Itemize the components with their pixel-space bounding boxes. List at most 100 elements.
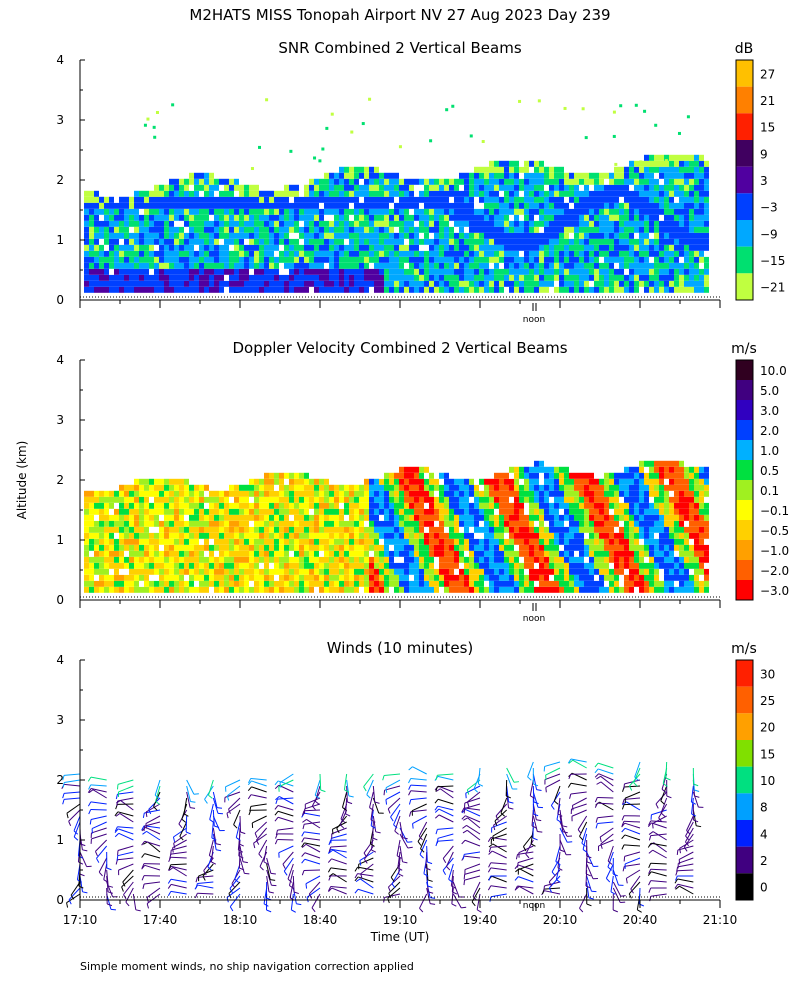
doppler-cell bbox=[669, 580, 674, 587]
snr-cell bbox=[354, 274, 359, 281]
doppler-cell bbox=[664, 568, 669, 575]
snr-cell bbox=[284, 208, 289, 215]
doppler-cell bbox=[384, 526, 389, 533]
doppler-cell bbox=[589, 574, 594, 581]
snr-cell bbox=[314, 178, 319, 185]
doppler-cell bbox=[229, 586, 234, 593]
doppler-cell bbox=[629, 538, 634, 545]
doppler-cell bbox=[589, 472, 594, 479]
snr-cell bbox=[154, 226, 159, 233]
snr-cell bbox=[94, 238, 99, 245]
snr-cell bbox=[194, 244, 199, 251]
snr-cell bbox=[359, 256, 364, 263]
snr-cell bbox=[139, 274, 144, 281]
snr-cell bbox=[554, 172, 559, 179]
snr-cell bbox=[239, 250, 244, 257]
snr-cell bbox=[679, 220, 684, 227]
snr-cell bbox=[239, 232, 244, 239]
doppler-cell bbox=[99, 580, 104, 587]
doppler-cell bbox=[184, 568, 189, 575]
snr-cell bbox=[164, 286, 169, 293]
doppler-cell bbox=[239, 508, 244, 515]
snr-cell bbox=[464, 268, 469, 275]
doppler-cell bbox=[289, 496, 294, 503]
doppler-cell bbox=[199, 484, 204, 491]
snr-cell bbox=[254, 214, 259, 221]
snr-cell bbox=[609, 268, 614, 275]
snr-cell bbox=[659, 268, 664, 275]
doppler-cell bbox=[94, 574, 99, 581]
snr-cell bbox=[499, 256, 504, 263]
snr-cell bbox=[504, 280, 509, 287]
snr-cell bbox=[209, 184, 214, 191]
doppler-cell bbox=[274, 496, 279, 503]
snr-cell bbox=[539, 166, 544, 173]
snr-cell bbox=[699, 244, 704, 251]
doppler-cell bbox=[154, 532, 159, 539]
doppler-cell bbox=[449, 508, 454, 515]
doppler-cell bbox=[299, 568, 304, 575]
snr-cell bbox=[424, 196, 429, 203]
snr-cell bbox=[514, 262, 519, 269]
doppler-cell bbox=[184, 514, 189, 521]
snr-cell bbox=[409, 280, 414, 287]
snr-cell bbox=[549, 226, 554, 233]
snr-cell bbox=[369, 214, 374, 221]
snr-cell bbox=[394, 220, 399, 227]
doppler-cell bbox=[209, 490, 214, 497]
doppler-cell bbox=[329, 484, 334, 491]
snr-cell bbox=[554, 244, 559, 251]
doppler-cell bbox=[414, 514, 419, 521]
doppler-cell bbox=[549, 544, 554, 551]
snr-cell bbox=[634, 202, 639, 209]
snr-cell bbox=[309, 190, 314, 197]
doppler-cell bbox=[234, 586, 239, 593]
doppler-cell bbox=[359, 514, 364, 521]
snr-cell bbox=[94, 190, 99, 197]
doppler-cell bbox=[384, 580, 389, 587]
doppler-cell bbox=[279, 532, 284, 539]
doppler-cell bbox=[479, 568, 484, 575]
doppler-cell bbox=[574, 514, 579, 521]
doppler-cell bbox=[204, 502, 209, 509]
snr-cell bbox=[359, 238, 364, 245]
snr-cell bbox=[469, 190, 474, 197]
doppler-cell bbox=[284, 580, 289, 587]
doppler-cell bbox=[469, 568, 474, 575]
snr-cell bbox=[279, 286, 284, 293]
doppler-cell bbox=[189, 538, 194, 545]
doppler-cell bbox=[364, 574, 369, 581]
doppler-cell bbox=[284, 544, 289, 551]
snr-cell bbox=[649, 262, 654, 269]
snr-cell bbox=[274, 196, 279, 203]
doppler-cell bbox=[429, 532, 434, 539]
snr-cell bbox=[229, 238, 234, 245]
doppler-cell bbox=[174, 556, 179, 563]
doppler-cell bbox=[399, 484, 404, 491]
snr-cell bbox=[549, 268, 554, 275]
snr-cell bbox=[669, 154, 674, 161]
doppler-cell bbox=[499, 484, 504, 491]
doppler-cell bbox=[384, 556, 389, 563]
snr-cell bbox=[424, 256, 429, 263]
snr-cell bbox=[324, 238, 329, 245]
doppler-cell bbox=[694, 574, 699, 581]
snr-cell bbox=[699, 190, 704, 197]
snr-cell bbox=[159, 268, 164, 275]
snr-colorbar-unit: dB bbox=[735, 41, 754, 57]
snr-cell bbox=[554, 268, 559, 275]
snr-cell bbox=[619, 280, 624, 287]
doppler-cell bbox=[604, 502, 609, 509]
doppler-cell bbox=[654, 568, 659, 575]
doppler-cell bbox=[509, 472, 514, 479]
doppler-cell bbox=[154, 562, 159, 569]
snr-cell bbox=[224, 184, 229, 191]
snr-cell bbox=[279, 214, 284, 221]
doppler-cell bbox=[194, 568, 199, 575]
doppler-cell bbox=[519, 568, 524, 575]
doppler-cell bbox=[614, 520, 619, 527]
snr-cell bbox=[669, 178, 674, 185]
snr-cell bbox=[494, 190, 499, 197]
snr-cell bbox=[644, 268, 649, 275]
